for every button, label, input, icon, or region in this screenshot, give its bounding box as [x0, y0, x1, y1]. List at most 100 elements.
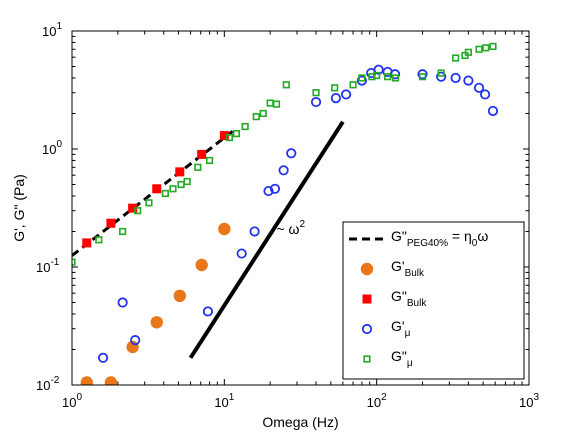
- series-gp_mu: [97, 64, 499, 363]
- y-tick-label-exponent: -2: [50, 375, 59, 386]
- legend-entry-subscript: Bulk: [407, 298, 427, 309]
- data-point-gpp_mu: [134, 207, 142, 215]
- series-line-peg: [72, 128, 237, 257]
- data-point-gpp_mu: [349, 81, 357, 89]
- x-tick-label: 101: [214, 392, 234, 410]
- data-point-gpp_mu: [482, 44, 490, 52]
- data-point-gp_mu: [310, 96, 322, 108]
- legend-entry-subscript: μ: [405, 328, 411, 339]
- data-point-gpp_mu: [241, 122, 249, 131]
- data-point-gpp_mu: [358, 74, 366, 82]
- data-point-gpp_mu: [177, 180, 185, 189]
- x-tick-label-exponent: 0: [76, 392, 82, 403]
- data-point-gpp_bulk: [128, 203, 138, 213]
- data-point-gpp_mu: [169, 185, 177, 193]
- data-point-gp_mu: [130, 335, 141, 346]
- slope-annotation-text: ~ ω: [276, 221, 299, 237]
- slope-line: [188, 120, 345, 359]
- series-peg: [72, 128, 237, 257]
- series-gpp_bulk: [82, 131, 229, 248]
- x-axis-label: Omega (Hz): [262, 414, 338, 430]
- data-point-gpp_mu: [205, 156, 214, 165]
- axes-frame: [71, 30, 530, 386]
- data-point-gpp_mu: [391, 74, 400, 82]
- x-tick-label-base: 10: [519, 395, 533, 410]
- y-tick-label-base: 10: [36, 260, 50, 275]
- data-point-gpp_mu: [312, 89, 320, 97]
- y-tick-label: 101: [42, 21, 62, 39]
- data-point-gpp_mu: [464, 48, 472, 56]
- data-point-gp_bulk: [104, 376, 118, 385]
- data-point-gp_mu: [373, 64, 384, 75]
- series-gp_bulk: [80, 222, 231, 385]
- legend-entry-subscript: Bulk: [405, 268, 425, 279]
- data-point-gpp_mu: [418, 73, 427, 81]
- data-point-gpp_mu: [119, 227, 127, 236]
- legend-entry-main: G": [391, 288, 407, 304]
- data-point-gpp_mu: [225, 133, 234, 142]
- legend-entry-main: G": [391, 348, 407, 364]
- legend-swatch-gpp_mu: [363, 355, 371, 363]
- data-point-gp_mu: [286, 148, 297, 159]
- data-point-gp_mu: [330, 92, 342, 104]
- data-point-gpp_mu: [259, 109, 267, 118]
- data-point-gp_mu: [236, 248, 247, 259]
- y-tick-label-exponent: -1: [50, 257, 59, 268]
- x-tick-label-base: 10: [62, 395, 76, 410]
- data-point-gpp_bulk: [219, 131, 229, 141]
- x-tick-label: 100: [62, 392, 82, 410]
- data-point-gpp_mu: [252, 113, 260, 121]
- data-point-gpp_mu: [452, 54, 460, 62]
- slope-annotation: ~ ω2: [276, 219, 305, 237]
- legend-entry-gp_bulk: G'Bulk: [391, 258, 425, 279]
- data-point-gpp_mu: [384, 73, 392, 81]
- data-point-gpp_mu: [272, 100, 281, 108]
- data-point-gpp_mu: [373, 71, 381, 80]
- data-point-gp_mu: [436, 71, 447, 82]
- legend-swatch-gp_bulk: [360, 262, 374, 276]
- data-point-gp_bulk: [150, 316, 163, 329]
- y-tick-label-exponent: 1: [56, 21, 62, 32]
- data-point-gp_mu: [269, 183, 281, 194]
- data-point-gp_mu: [463, 75, 474, 86]
- data-point-gp_mu: [263, 185, 274, 197]
- y-tick-label-exponent: 0: [56, 139, 62, 150]
- data-point-gp_bulk: [80, 376, 93, 385]
- data-point-gpp_mu: [489, 42, 497, 51]
- data-point-gp_mu: [340, 89, 352, 100]
- data-point-gpp_mu: [232, 130, 240, 138]
- series-gpp_mu: [72, 42, 497, 266]
- x-tick-label-base: 10: [214, 395, 228, 410]
- legend-entry-peg: G"PEG40% = η0ω: [391, 228, 488, 249]
- data-point-gpp_bulk: [175, 167, 185, 177]
- data-point-gpp_mu: [475, 45, 483, 53]
- data-point-gpp_mu: [183, 177, 191, 186]
- slope-annotation-exponent: 2: [299, 219, 305, 230]
- legend-entry-suffix: = η: [448, 228, 472, 244]
- y-tick-label: 10-1: [36, 257, 60, 275]
- data-point-gpp_mu: [161, 189, 169, 198]
- legend-entry-suffix-end: ω: [477, 228, 488, 244]
- data-point-gpp_mu: [145, 199, 153, 207]
- legend-entry-gp_mu: G'μ: [391, 318, 411, 339]
- data-point-gp_bulk: [173, 289, 186, 303]
- legend-entry-main: G": [391, 228, 407, 244]
- y-tick-label: 100: [42, 139, 62, 157]
- legend-entry-gpp_mu: G"μ: [391, 348, 413, 369]
- legend-entry-main: G': [391, 318, 405, 334]
- data-point-gp_mu: [450, 72, 461, 84]
- data-point-gpp_bulk: [152, 184, 162, 194]
- y-axis-label: G', G" (Pa): [11, 174, 27, 242]
- legend-entry-suffix-subscript: 0: [472, 238, 478, 249]
- x-tick-label: 102: [367, 392, 387, 410]
- data-point-gpp_bulk: [106, 218, 116, 228]
- legend-entry-subscript: μ: [407, 358, 413, 369]
- data-point-gpp_mu: [266, 99, 274, 107]
- data-point-gp_mu: [479, 89, 491, 100]
- data-point-gp_mu: [117, 297, 128, 308]
- legend-entry-subscript: PEG40%: [407, 238, 448, 249]
- data-point-gpp_mu: [331, 84, 339, 92]
- data-point-gpp_mu: [194, 163, 202, 171]
- data-point-gpp_mu: [437, 69, 445, 77]
